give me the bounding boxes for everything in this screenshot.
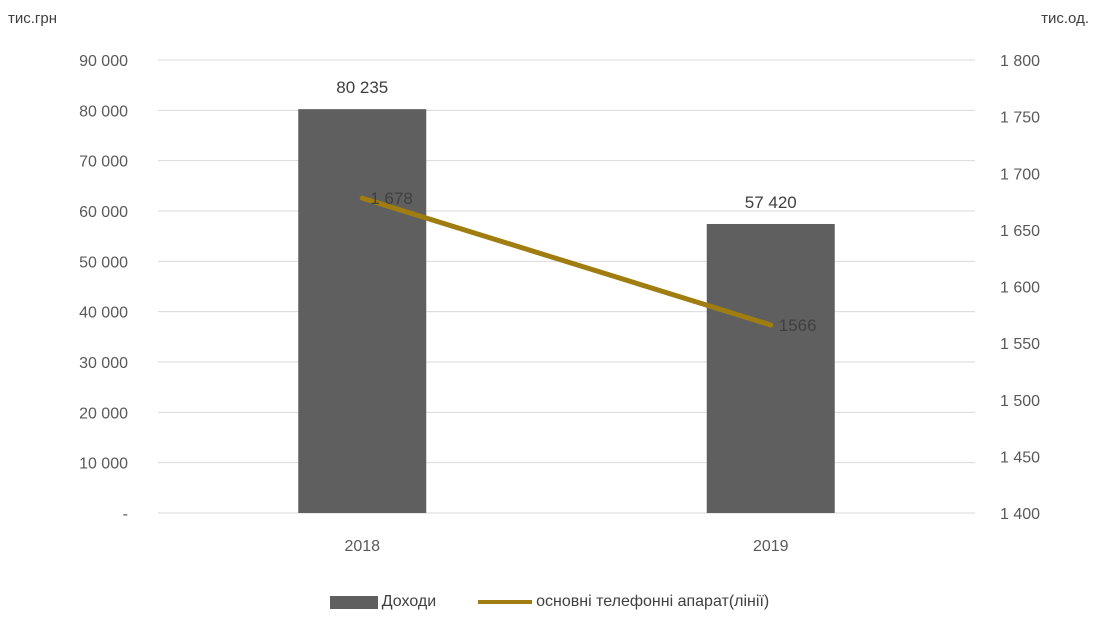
- legend-item-line: основні телефонні апарат(лінії): [478, 593, 769, 611]
- left-axis-tick-label: 50 000: [79, 254, 128, 271]
- right-axis-unit-label: тис.од.: [1041, 10, 1089, 27]
- left-axis-tick-label: 10 000: [79, 456, 128, 473]
- line-series: [359, 195, 774, 328]
- bar-data-label: 57 420: [745, 193, 797, 212]
- right-axis-tick-label: 1 750: [1000, 110, 1040, 127]
- right-axis-tick-label: 1 600: [1000, 280, 1040, 297]
- right-axis-ticks: 1 400 1 450 1 500 1 550 1 600 1 650 1 700 1 750…: [1000, 53, 1040, 523]
- line-data-label: 1 678: [370, 189, 413, 208]
- legend-bar-label: Доходи: [381, 593, 437, 610]
- combo-chart: - 10 000 20 000 30 000 40 000 50 000 60 000 70 …: [79, 53, 1040, 555]
- left-axis-tick-label: 20 000: [79, 405, 128, 422]
- left-axis-tick-label: 30 000: [79, 355, 128, 372]
- left-axis-tick-label: 90 000: [79, 53, 128, 70]
- right-axis-tick-label: 1 500: [1000, 393, 1040, 410]
- bar-data-labels: 80 235 57 420: [336, 78, 797, 212]
- bar: [706, 223, 835, 513]
- bar-series: [298, 109, 835, 513]
- line-series-path: [359, 195, 774, 328]
- legend-item-bar: Доходи: [329, 593, 437, 611]
- left-axis-ticks: - 10 000 20 000 30 000 40 000 50 000 60 000 70 …: [79, 53, 128, 523]
- right-axis-tick-label: 1 450: [1000, 449, 1040, 466]
- x-axis-tick-label: 2019: [753, 538, 789, 555]
- legend-bar-swatch: [329, 595, 378, 609]
- line-data-label: 1566: [779, 316, 817, 335]
- left-axis-tick-label: 60 000: [79, 204, 128, 221]
- bar: [298, 109, 427, 513]
- right-axis-tick-label: 1 400: [1000, 506, 1040, 523]
- gridlines: [158, 59, 975, 514]
- x-axis-tick-label: 2018: [344, 538, 380, 555]
- left-axis-tick-label: 70 000: [79, 154, 128, 171]
- left-axis-tick-label: 40 000: [79, 305, 128, 322]
- legend-line-swatch: [478, 600, 533, 604]
- right-axis-tick-label: 1 700: [1000, 166, 1040, 183]
- line-data-labels: 1 678 1566: [370, 189, 816, 335]
- left-axis-tick-label: -: [123, 506, 128, 523]
- legend: Доходи основні телефонні апарат(лінії): [0, 593, 1099, 611]
- right-axis-tick-label: 1 800: [1000, 53, 1040, 70]
- x-axis-ticks: 2018 2019: [344, 538, 788, 555]
- left-axis-unit-label: тис.грн: [8, 10, 58, 27]
- left-axis-tick-label: 80 000: [79, 103, 128, 120]
- bar-data-label: 80 235: [336, 78, 388, 97]
- legend-line-label: основні телефонні апарат(лінії): [536, 593, 770, 610]
- right-axis-tick-label: 1 550: [1000, 336, 1040, 353]
- right-axis-tick-label: 1 650: [1000, 223, 1040, 240]
